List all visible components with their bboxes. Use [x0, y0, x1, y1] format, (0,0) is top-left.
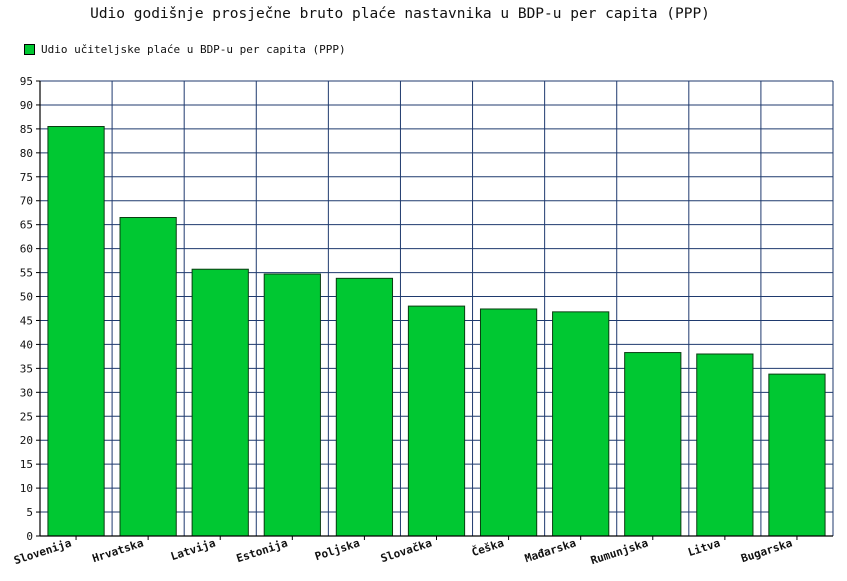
- y-tick-label: 60: [20, 243, 33, 256]
- x-axis-category-labels: Slovenija Hrvatska Latvija Estonija Poljska S…: [12, 536, 794, 567]
- y-tick-label: 80: [20, 147, 33, 160]
- bar: [47, 126, 105, 537]
- bar: [768, 373, 826, 537]
- bar: [263, 273, 321, 537]
- bar: [696, 353, 754, 537]
- x-category-label: Slovenija: [12, 536, 73, 567]
- y-axis-tick-labels: 0 5 10 15 20 25 30 35 40 45 50 55 60 65 70 75 80 85 90 95: [20, 75, 33, 543]
- y-tick-label: 55: [20, 267, 33, 280]
- y-tick-label: 95: [20, 75, 33, 88]
- y-tick-label: 30: [20, 386, 33, 399]
- x-category-label: Estonija: [235, 536, 289, 565]
- x-category-label: Slovačka: [379, 536, 433, 565]
- y-tick-label: 25: [20, 410, 33, 423]
- y-tick-label: 45: [20, 314, 33, 327]
- x-category-label: Mađarska: [523, 536, 577, 565]
- legend-label: Udio učiteljske plaće u BDP-u per capita…: [41, 43, 346, 56]
- y-tick-label: 35: [20, 362, 33, 375]
- y-tick-label: 85: [20, 123, 33, 136]
- chart-title: Udio godišnje prosječne bruto plaće nast…: [90, 6, 710, 22]
- x-category-label: Bugarska: [739, 536, 793, 565]
- y-tick-label: 5: [26, 506, 33, 519]
- x-category-label: Poljska: [313, 536, 361, 563]
- y-tick-label: 70: [20, 195, 33, 208]
- x-category-label: Hrvatska: [91, 536, 145, 565]
- legend: Udio učiteljske plaće u BDP-u per capita…: [24, 43, 346, 56]
- y-tick-label: 0: [26, 530, 33, 543]
- y-tick-label: 75: [20, 171, 33, 184]
- x-category-label: Rumunjska: [589, 536, 650, 567]
- legend-swatch: [24, 44, 35, 55]
- bar: [335, 277, 394, 537]
- axes: [36, 80, 833, 540]
- y-tick-label: 50: [20, 291, 33, 304]
- y-tick-label: 90: [20, 99, 33, 112]
- y-tick-label: 20: [20, 434, 33, 447]
- bar: [479, 308, 538, 537]
- bar: [407, 305, 466, 537]
- x-category-label: Češka: [470, 536, 506, 559]
- bar: [191, 268, 249, 537]
- bar: [624, 352, 682, 537]
- x-category-label: Litva: [686, 536, 722, 559]
- x-category-label: Latvija: [169, 536, 217, 563]
- y-tick-label: 65: [20, 219, 33, 232]
- y-tick-label: 15: [20, 458, 33, 471]
- bar: [552, 311, 610, 537]
- y-tick-label: 40: [20, 338, 33, 351]
- bars: [47, 126, 826, 537]
- bar: [119, 217, 177, 537]
- y-tick-label: 10: [20, 482, 33, 495]
